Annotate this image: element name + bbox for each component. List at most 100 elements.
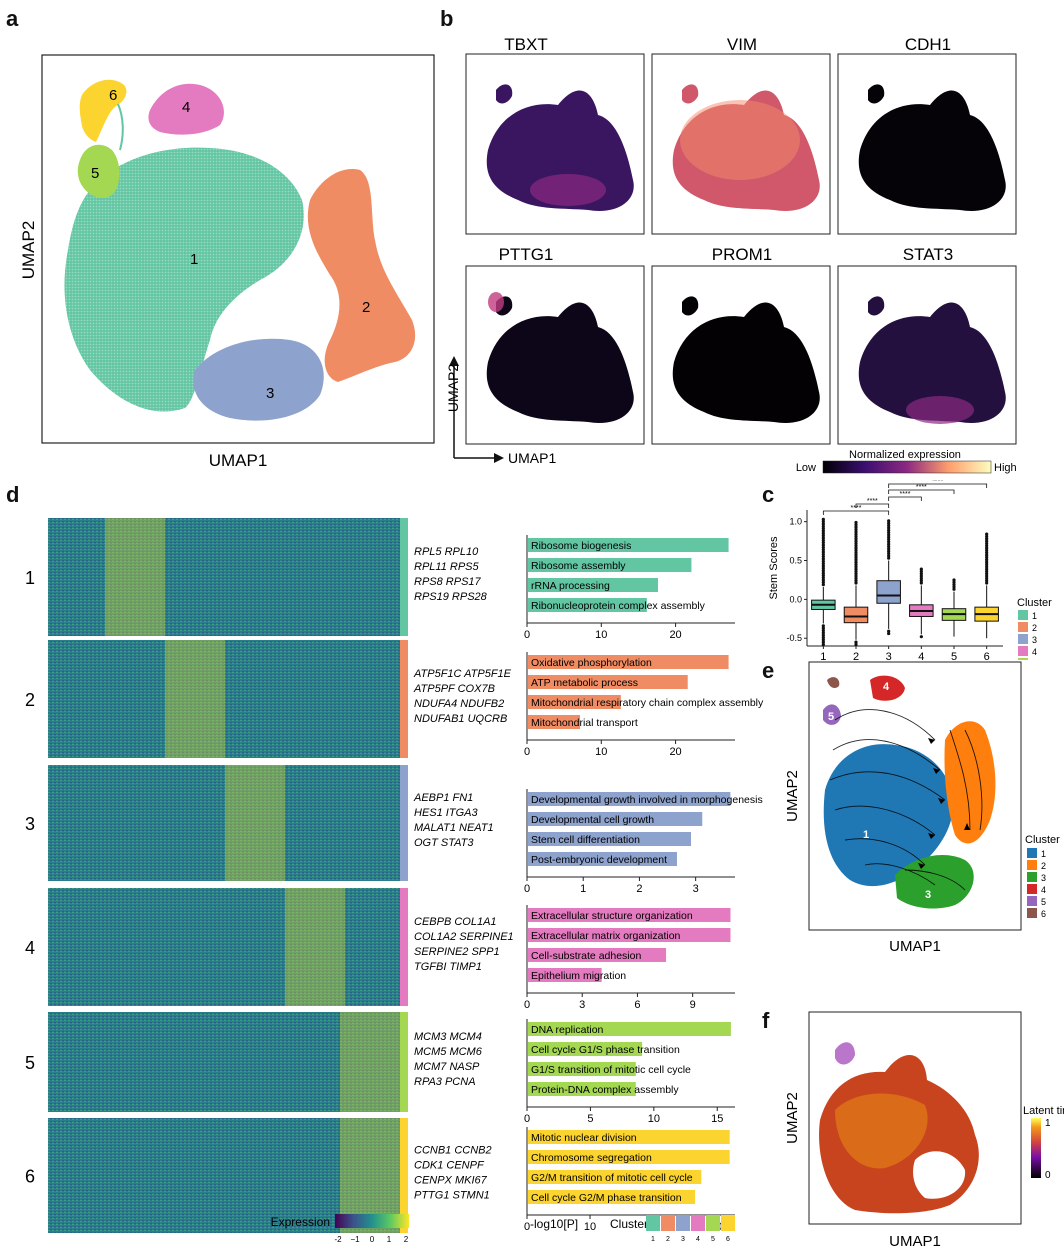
significance-bracket: [855, 503, 890, 508]
go-term-label: Cell cycle G2/M phase transition: [531, 1192, 682, 1204]
go-axis-tick: 0: [524, 746, 530, 758]
box-outlier: [821, 573, 825, 577]
go-bar: [528, 1022, 731, 1036]
velocity-legend-label: 3: [1041, 873, 1046, 883]
box-outlier: [821, 550, 825, 554]
go-cluster-swatch: [691, 1215, 705, 1231]
box-outlier: [854, 572, 858, 576]
marker-genes: COL1A2 SERPINE1: [414, 931, 514, 943]
marker-genes: MCM5 MCM6: [414, 1046, 483, 1058]
go-bar: [528, 538, 729, 552]
box-outlier: [887, 631, 891, 636]
box-outlier: [854, 553, 858, 557]
velocity-legend-swatch: [1027, 872, 1037, 882]
latent-legend-high: 1: [1045, 1118, 1051, 1129]
boxplot-ytick: 1.0: [789, 517, 802, 527]
box-outlier: [821, 536, 825, 540]
go-term-label: Cell-substrate adhesion: [531, 950, 641, 962]
significance-bracket: [888, 489, 955, 494]
boxplot-ytick: 0.0: [789, 594, 802, 604]
velocity-label-5: 5: [828, 711, 834, 723]
box-outlier: [821, 569, 825, 573]
box-outlier: [985, 534, 989, 539]
box-outlier: [887, 523, 891, 528]
velocity-legend-title: Cluster: [1025, 834, 1060, 846]
go-bar: [528, 948, 667, 962]
gene-title-vim: VIM: [727, 35, 757, 54]
box-outlier: [985, 546, 989, 550]
box-outlier: [854, 560, 858, 564]
box-outlier: [854, 555, 858, 560]
go-axis-tick: 20: [669, 629, 681, 641]
box-outlier: [854, 541, 858, 546]
boxplot-legend-label: 3: [1032, 635, 1037, 645]
box-outlier: [854, 565, 858, 569]
go-term-label: Post-embryonic development: [531, 854, 667, 866]
umap-cluster-5: [77, 144, 120, 198]
go-bar: [528, 908, 731, 922]
panel-label-c: c: [762, 482, 775, 507]
panel-a-xlabel: UMAP1: [209, 451, 268, 470]
marker-genes: RPS19 RPS28: [414, 591, 488, 603]
go-bar: [528, 812, 703, 826]
box-outlier: [821, 576, 825, 580]
umap-cluster-6: [79, 79, 127, 142]
box-outlier: [854, 642, 858, 647]
heat-tick: 0: [370, 1235, 375, 1244]
gene-panel-cdh1: CDH1: [837, 35, 1017, 235]
box-outlier: [985, 548, 989, 553]
velocity-legend-swatch: [1027, 908, 1037, 918]
box-outlier: [887, 542, 891, 546]
go-bar: [528, 968, 602, 982]
panel-label-e: e: [762, 658, 775, 683]
box-outlier: [985, 560, 989, 564]
go-axis-tick: 0: [524, 1113, 530, 1125]
box-outlier: [854, 532, 858, 536]
panel-e-xlabel: UMAP1: [889, 938, 941, 955]
velocity-cluster-1: [823, 744, 954, 887]
box-outlier: [821, 564, 825, 568]
box-outlier: [821, 580, 825, 584]
heatmap-block: [48, 1118, 400, 1233]
boxplot-legend-label: 2: [1032, 623, 1037, 633]
box-outlier: [854, 525, 858, 529]
marker-genes: MALAT1 NEAT1: [414, 822, 494, 834]
box-outlier: [985, 541, 989, 546]
marker-genes: RPS8 RPS17: [414, 576, 482, 588]
box-outlier: [854, 640, 858, 644]
heatmap-cluster-label: 5: [25, 1053, 35, 1073]
marker-genes: TGFBI TIMP1: [414, 961, 482, 973]
box-outlier: [887, 528, 891, 532]
heatmap-block: [48, 1012, 400, 1112]
heatmap-highlight: [340, 1118, 400, 1233]
heat-legend-title: Expression: [271, 1215, 330, 1229]
box-outlier: [854, 576, 858, 580]
heat-tick: 1: [387, 1235, 392, 1244]
expression-legend-title: Normalized expression: [849, 449, 961, 461]
go-cluster-swatch: [646, 1215, 660, 1231]
marker-genes: OGT STAT3: [414, 837, 474, 849]
box-outlier: [887, 533, 891, 537]
box-outlier: [854, 579, 858, 583]
boxplot-legend-label: 1: [1032, 611, 1037, 621]
significance-label: ****: [851, 505, 862, 512]
go-axis-tick: 0: [524, 629, 530, 641]
go-bar: [528, 598, 647, 612]
go-cluster-swatch-label: 6: [726, 1236, 730, 1243]
marker-genes: RPL11 RPS5: [414, 561, 479, 573]
go-cluster-swatch: [721, 1215, 735, 1231]
go-bar: [528, 1130, 730, 1144]
heatmap-highlight: [285, 888, 345, 1006]
box-outlier: [821, 548, 825, 552]
box-outlier: [821, 557, 825, 561]
box-outlier: [821, 640, 825, 644]
box-outlier: [821, 527, 825, 531]
boxplot-legend-swatch: [1018, 622, 1028, 632]
box-outlier: [919, 576, 923, 580]
box-body: [876, 580, 901, 604]
boxplot-legend-swatch: [1018, 610, 1028, 620]
box-outlier: [821, 638, 825, 642]
marker-genes: ATP5F1C ATP5F1E: [413, 668, 512, 680]
box-outlier: [821, 541, 825, 545]
box-outlier: [821, 517, 825, 521]
